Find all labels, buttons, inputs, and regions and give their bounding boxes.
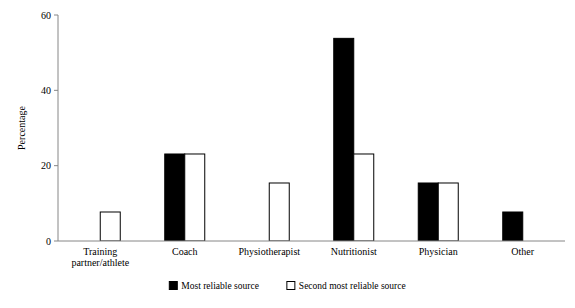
- x-axis-line: [58, 241, 565, 242]
- legend: Most reliable source Second most reliable…: [169, 281, 405, 291]
- x-tick-label-line: Training: [83, 246, 117, 257]
- x-tick-label-line: Other: [511, 246, 534, 257]
- legend-label: Second most reliable source: [299, 281, 406, 291]
- x-tick-label: Other: [511, 246, 534, 257]
- x-tick-label: Nutritionist: [331, 246, 377, 257]
- y-tick: [54, 165, 58, 166]
- x-tick-label-line: Nutritionist: [331, 246, 377, 257]
- x-tick-label-line: Coach: [172, 246, 198, 257]
- bar: [185, 154, 205, 241]
- bar: [334, 38, 354, 241]
- bars: [100, 38, 523, 241]
- chart-svg: 0 20 40 60 Percentage Trainingpartner/athlete…: [0, 0, 575, 308]
- x-tick-label-line: partner/athlete: [71, 257, 129, 268]
- x-tick-label: Physician: [419, 246, 458, 257]
- y-tick: [54, 241, 58, 242]
- y-tick-label: 40: [41, 85, 51, 96]
- bar: [269, 183, 289, 241]
- legend-label: Most reliable source: [181, 281, 259, 291]
- x-tick-label-line: Physician: [419, 246, 458, 257]
- y-tick-label: 20: [41, 160, 51, 171]
- bar: [354, 154, 374, 241]
- y-tick: [54, 90, 58, 91]
- bar: [418, 183, 438, 241]
- legend-swatch: [169, 282, 177, 290]
- y-axis-line: [58, 15, 59, 241]
- x-tick-label: Physiotherapist: [238, 246, 300, 257]
- bar: [438, 183, 458, 241]
- legend-swatch: [287, 282, 295, 290]
- y-tick: [54, 15, 58, 16]
- bar: [100, 212, 120, 241]
- bar: [503, 212, 523, 241]
- y-tick-label: 60: [41, 10, 51, 21]
- y-tick-label: 0: [46, 236, 51, 247]
- chart-container: 0 20 40 60 Percentage Trainingpartner/athlete…: [0, 0, 575, 308]
- x-tick-label-line: Physiotherapist: [238, 246, 300, 257]
- x-tick-label: Coach: [172, 246, 198, 257]
- x-tick-label: Trainingpartner/athlete: [71, 246, 129, 268]
- bar: [165, 154, 185, 241]
- y-axis-label: Percentage: [16, 106, 27, 150]
